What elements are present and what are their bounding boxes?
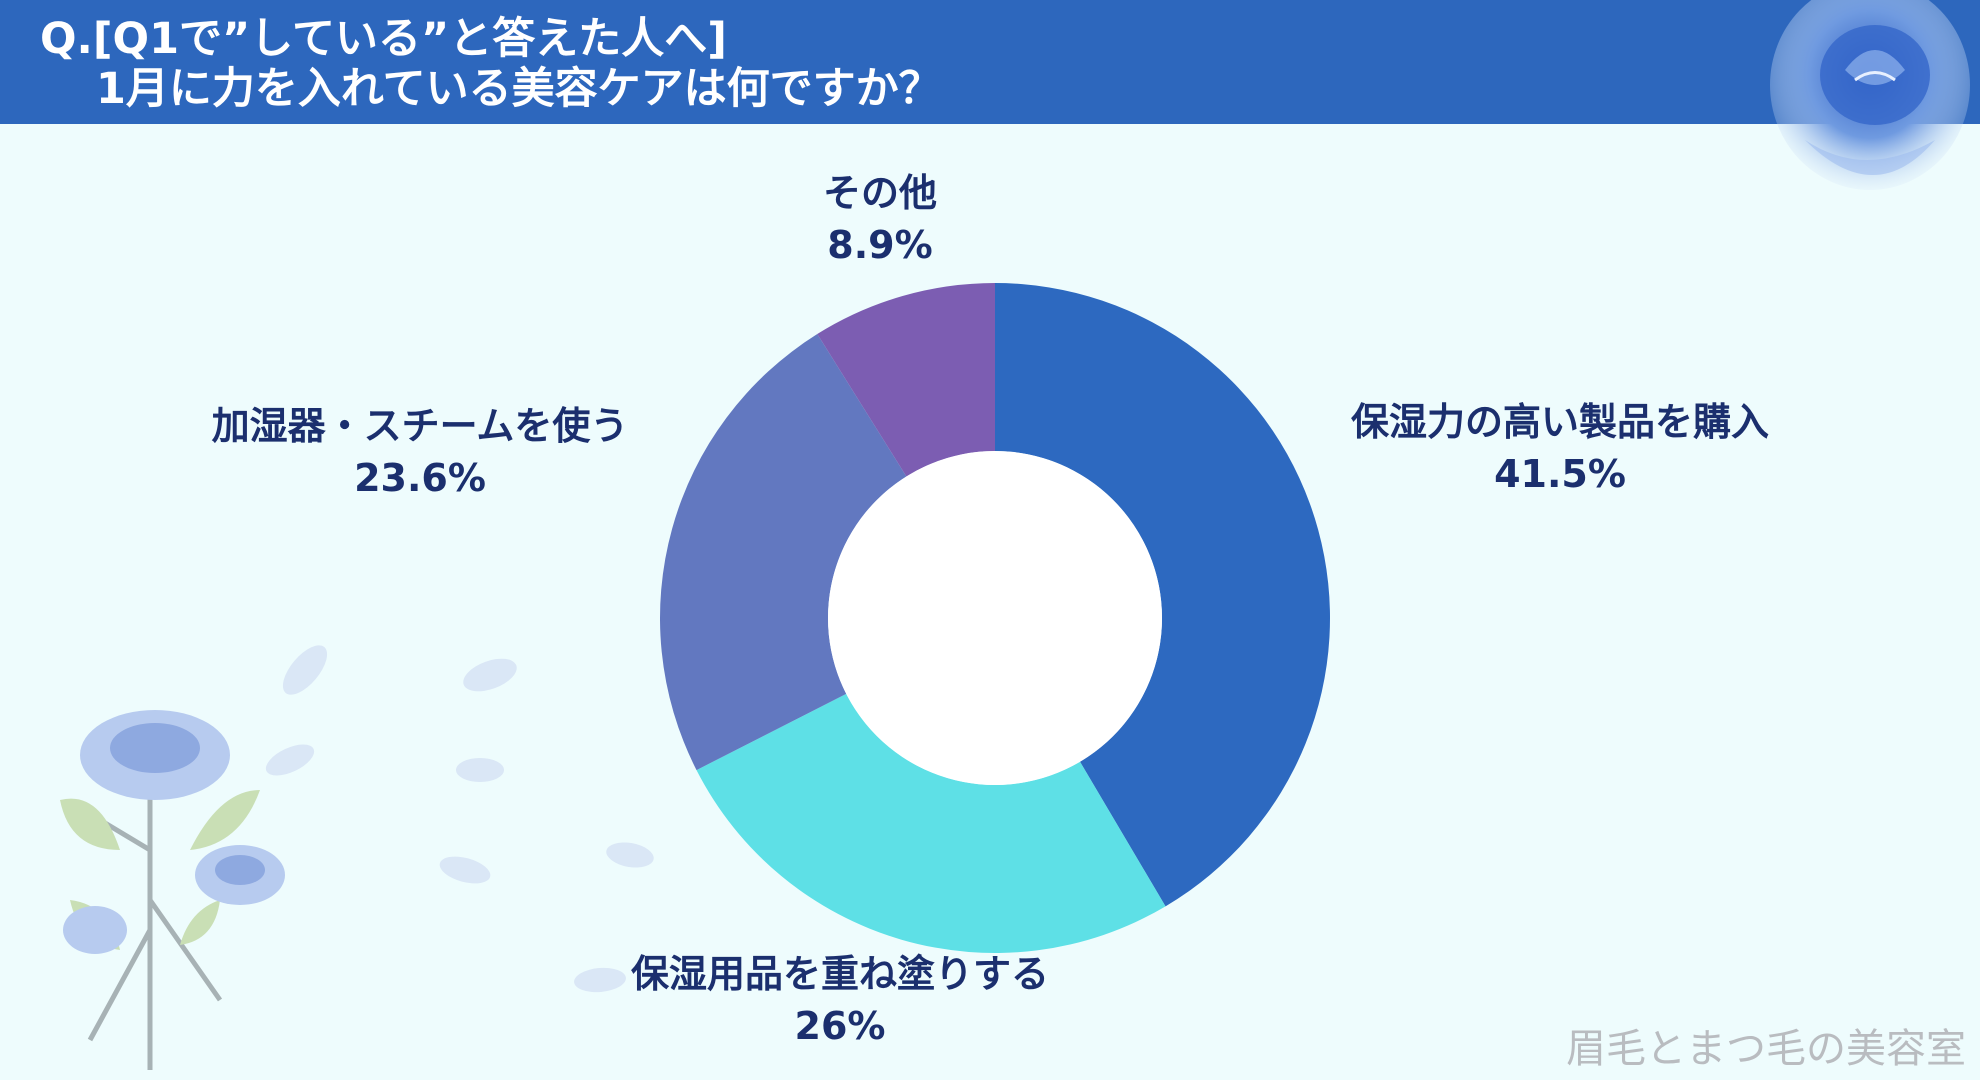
blue-rose-bouquet-icon bbox=[60, 710, 285, 1070]
slice-label-layering: 保湿用品を重ね塗りする 26% bbox=[570, 948, 1110, 1052]
title-bar: Q.[Q1で”している”と答えた人へ] 1月に力を入れている美容ケアは何ですか？ bbox=[0, 0, 1980, 124]
slice-value: 41.5% bbox=[1494, 452, 1626, 496]
slice-category: 保湿用品を重ね塗りする bbox=[630, 952, 1049, 996]
petal-icon bbox=[265, 645, 654, 993]
slice-value: 23.6% bbox=[354, 456, 486, 500]
watermark: 眉毛とまつ毛の美容室 bbox=[1566, 1026, 1966, 1072]
slice-value: 8.9% bbox=[827, 223, 933, 267]
slice-category: 加湿器・スチームを使う bbox=[211, 404, 629, 448]
donut-slice-1 bbox=[696, 693, 1166, 953]
slice-value: 26% bbox=[794, 1004, 886, 1048]
donut-hole bbox=[828, 451, 1162, 785]
slice-label-moisturizing-products: 保湿力の高い製品を購入 41.5% bbox=[1290, 396, 1830, 500]
donut-slice-2 bbox=[659, 334, 907, 771]
slice-label-other: その他 8.9% bbox=[780, 167, 980, 271]
donut-slice-3 bbox=[817, 283, 995, 477]
slice-category: 保湿力の高い製品を購入 bbox=[1350, 400, 1769, 444]
blue-rose-icon bbox=[1770, 0, 1970, 190]
question-title: Q.[Q1で”している”と答えた人へ] 1月に力を入れている美容ケアは何ですか？ bbox=[40, 14, 942, 114]
question-line-1: Q.[Q1で”している”と答えた人へ] bbox=[40, 14, 727, 64]
question-line-2: 1月に力を入れている美容ケアは何ですか？ bbox=[96, 64, 942, 114]
slice-category: その他 bbox=[822, 171, 937, 215]
slice-label-humidifier: 加湿器・スチームを使う 23.6% bbox=[150, 400, 690, 504]
donut-slice-0 bbox=[995, 283, 1330, 907]
